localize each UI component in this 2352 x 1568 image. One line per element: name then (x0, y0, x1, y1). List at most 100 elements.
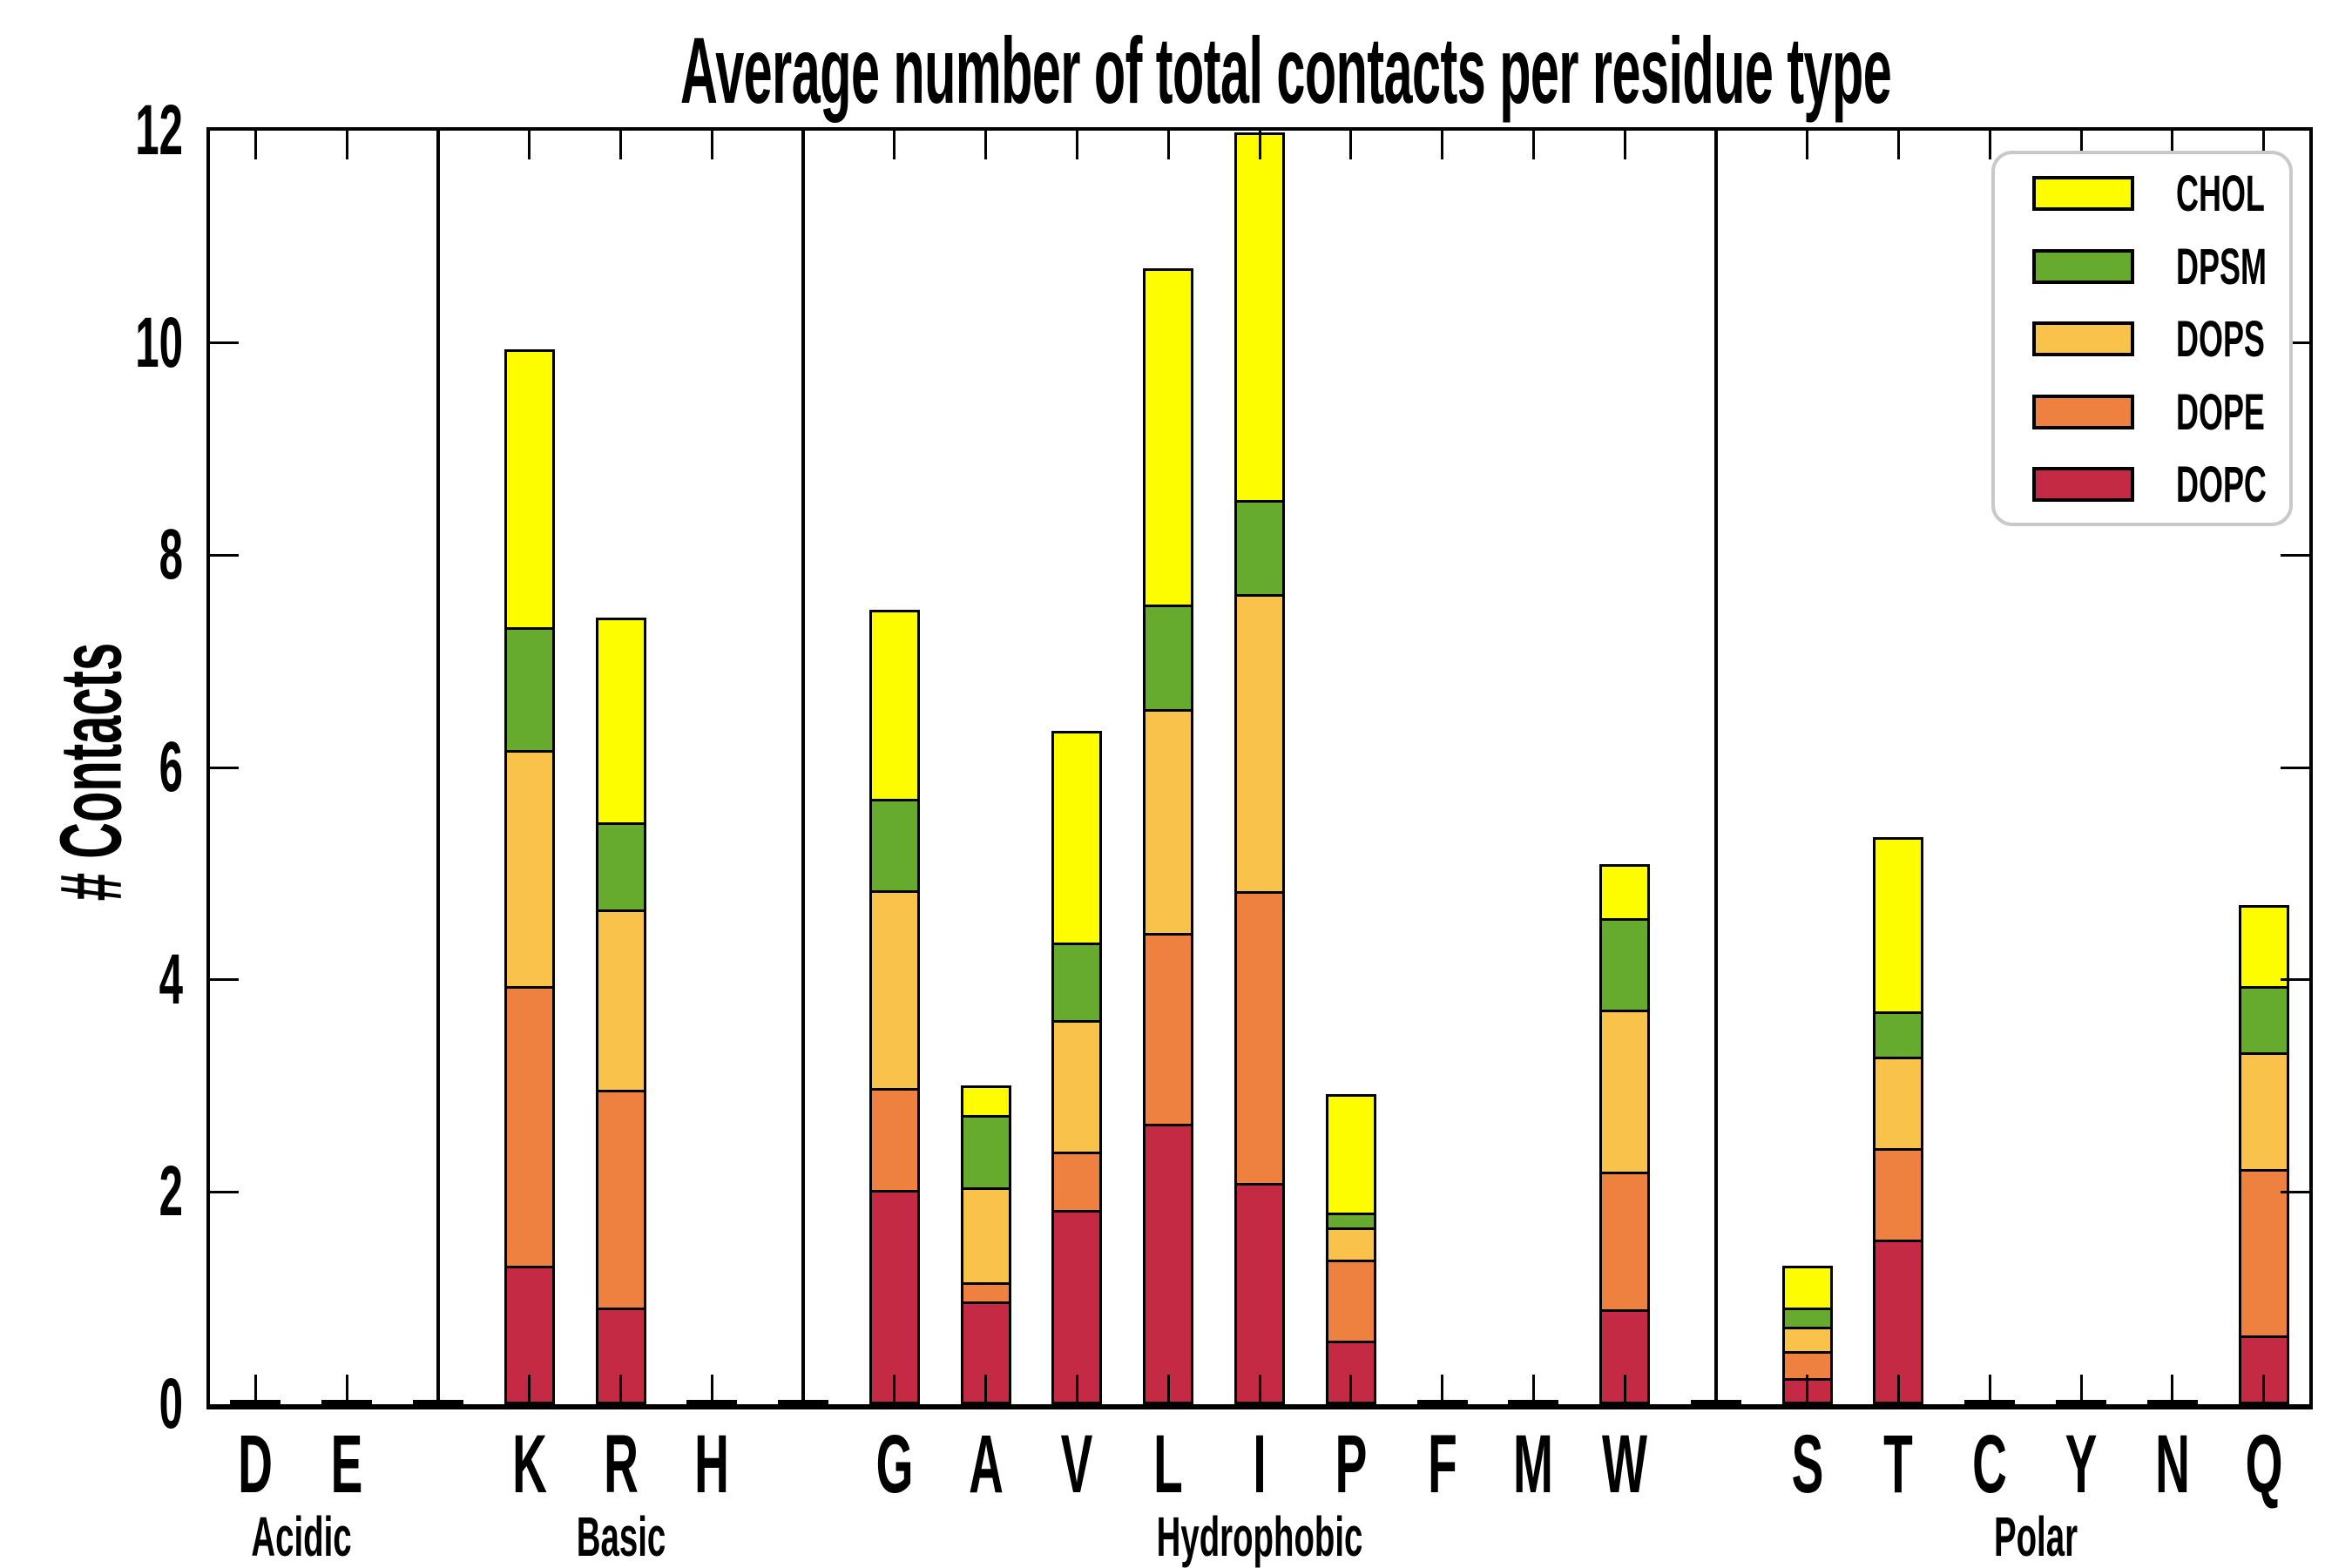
x-tick-top (1441, 131, 1444, 159)
group-separator-line (1713, 131, 1718, 1404)
bar-segment-W-DOPE (1599, 1171, 1651, 1313)
bar-segment-K-DOPS (504, 750, 555, 989)
x-tick-bottom (2079, 1375, 2083, 1404)
bar-segment-A-CHOL (960, 1085, 1011, 1119)
bar-segment-T-DPSM (1873, 1010, 1924, 1060)
x-tick-bottom (1441, 1375, 1444, 1404)
x-tick-top (2079, 131, 2083, 159)
bar-Q (2238, 131, 2289, 1404)
x-tick-bottom (710, 1375, 713, 1404)
y-tick-left (210, 341, 239, 345)
residue-label-Q: Q (2245, 1418, 2283, 1511)
residue-label-M: M (1513, 1418, 1554, 1511)
bar-R (595, 131, 646, 1404)
residue-label-S: S (1791, 1418, 1824, 1511)
bar-segment-R-DOPS (595, 909, 646, 1093)
bar-segment-V-DOPS (1051, 1019, 1103, 1154)
bar-P (1325, 131, 1376, 1404)
x-tick-top (710, 131, 713, 159)
legend-swatch-DOPC (2032, 467, 2134, 502)
chart-title: Average number of total contacts per res… (680, 17, 1892, 123)
x-tick-bottom (893, 1375, 896, 1404)
bar-segment-S-DPSM (1781, 1307, 1833, 1329)
x-tick-top (984, 131, 988, 159)
bar-G (868, 131, 920, 1404)
group-separator-line (801, 131, 806, 1404)
bar-L (1143, 131, 1194, 1404)
bar-segment-Q-DPSM (2238, 985, 2289, 1056)
x-tick-top (2262, 131, 2266, 159)
x-tick-bottom (528, 1375, 531, 1404)
bar-T (1873, 131, 1924, 1404)
bar-segment-Q-DOPE (2238, 1169, 2289, 1338)
plot-inner (210, 131, 2309, 1404)
bar-segment-I-DOPS (1234, 594, 1285, 895)
residue-label-H: H (694, 1418, 730, 1511)
bar-segment-K-DOPE (504, 985, 555, 1269)
y-tick-right (2281, 341, 2309, 345)
x-tick-bottom (345, 1375, 348, 1404)
bar-segment-Q-CHOL (2238, 905, 2289, 989)
bar-segment-A-DOPE (960, 1281, 1011, 1304)
x-tick-bottom (1988, 1375, 1991, 1404)
x-tick-bottom (436, 1375, 440, 1404)
bar-segment-P-DPSM (1325, 1213, 1376, 1231)
x-tick-top (436, 131, 440, 159)
x-tick-top (1896, 131, 1900, 159)
bar-segment-A-DPSM (960, 1115, 1011, 1191)
x-tick-top (1623, 131, 1626, 159)
bar-segment-P-DOPE (1325, 1260, 1376, 1343)
x-tick-bottom (1623, 1375, 1626, 1404)
legend-label-DOPS: DOPS (2176, 311, 2265, 368)
residue-label-G: G (875, 1418, 914, 1511)
bar-segment-L-DPSM (1143, 605, 1194, 712)
bar-segment-L-CHOL (1143, 268, 1194, 608)
x-tick-top (1988, 131, 1991, 159)
bar-segment-A-DOPS (960, 1187, 1011, 1285)
bar-segment-K-CHOL (504, 348, 555, 630)
x-tick-top (2171, 131, 2174, 159)
x-tick-top (1166, 131, 1170, 159)
y-tick-left (210, 553, 239, 557)
bar-W (1599, 131, 1651, 1404)
bar-segment-G-DOPC (868, 1189, 920, 1404)
bar-segment-R-DOPE (595, 1090, 646, 1310)
bar-S (1781, 131, 1833, 1404)
bar-segment-P-DOPS (1325, 1227, 1376, 1263)
plot-area (206, 127, 2313, 1409)
residue-label-N: N (2154, 1418, 2190, 1511)
y-tick-right (2281, 1190, 2309, 1193)
bar-K (504, 131, 555, 1404)
bar-segment-L-DOPE (1143, 932, 1194, 1127)
x-tick-top (1806, 131, 1809, 159)
x-tick-bottom (1896, 1375, 1900, 1404)
bar-segment-I-DPSM (1234, 499, 1285, 598)
bar-segment-W-DOPS (1599, 1009, 1651, 1174)
x-tick-top (1349, 131, 1353, 159)
x-tick-bottom (1166, 1375, 1170, 1404)
residue-label-F: F (1427, 1418, 1457, 1511)
residue-label-P: P (1335, 1418, 1368, 1511)
x-tick-top (619, 131, 623, 159)
residue-label-T: T (1883, 1418, 1914, 1511)
y-tick-right (2281, 978, 2309, 982)
residue-label-Y: Y (2065, 1418, 2098, 1511)
bar-segment-W-DPSM (1599, 917, 1651, 1012)
y-tick-label-8: 8 (159, 515, 183, 595)
bar-segment-K-DPSM (504, 626, 555, 754)
bar-segment-T-CHOL (1873, 837, 1924, 1014)
bar-segment-I-DOPC (1234, 1183, 1285, 1404)
bar-segment-Q-DOPS (2238, 1052, 2289, 1173)
residue-label-C: C (1972, 1418, 2008, 1511)
y-tick-right (2281, 766, 2309, 769)
bar-segment-G-DPSM (868, 799, 920, 894)
x-tick-bottom (801, 1375, 805, 1404)
legend-swatch-DOPE (2032, 394, 2134, 429)
x-tick-bottom (1349, 1375, 1353, 1404)
y-tick-label-0: 0 (159, 1364, 183, 1443)
legend-label-DOPE: DOPE (2176, 383, 2265, 441)
bar-segment-T-DOPE (1873, 1148, 1924, 1242)
legend-box: CHOL DPSM DOPS DOPE DOPC (1991, 151, 2293, 526)
group-label-hydrophobic: Hydrophobic (1156, 1505, 1363, 1568)
x-tick-bottom (1806, 1375, 1809, 1404)
